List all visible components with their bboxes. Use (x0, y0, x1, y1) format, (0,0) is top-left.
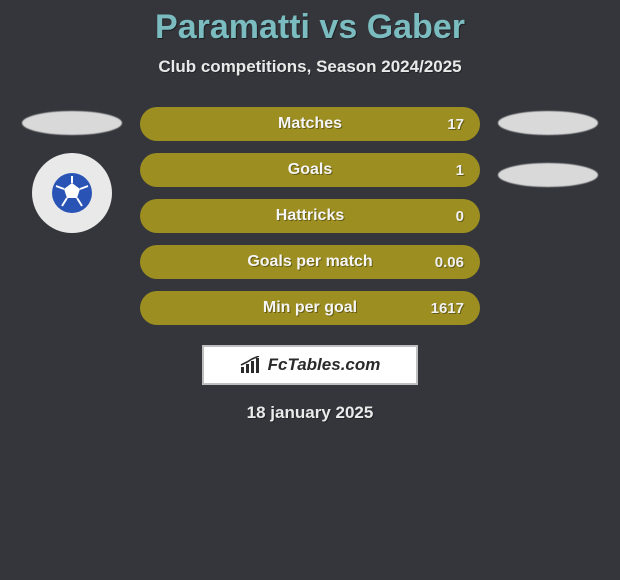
chart-icon (240, 356, 262, 374)
right-team-placeholder-2 (498, 163, 598, 187)
stat-value: 0 (456, 208, 464, 225)
subtitle: Club competitions, Season 2024/2025 (0, 57, 620, 77)
left-side (22, 107, 122, 233)
page-title: Paramatti vs Gaber (0, 8, 620, 47)
stat-label: Matches (278, 115, 342, 133)
stat-value: 0.06 (435, 254, 464, 271)
left-team-placeholder (22, 111, 122, 135)
right-team-placeholder-1 (498, 111, 598, 135)
date-label: 18 january 2025 (0, 403, 620, 423)
stat-bar: Goals per match 0.06 (140, 245, 480, 279)
stat-label: Min per goal (263, 299, 357, 317)
comparison-card: Paramatti vs Gaber Club competitions, Se… (0, 0, 620, 580)
stat-value: 17 (447, 116, 464, 133)
stat-bar: Hattricks 0 (140, 199, 480, 233)
brand-label: FcTables.com (268, 355, 381, 375)
body-row: Matches 17 Goals 1 Hattricks 0 Goals per match… (0, 107, 620, 325)
stats-column: Matches 17 Goals 1 Hattricks 0 Goals per match… (140, 107, 480, 325)
right-side (498, 107, 598, 187)
stat-value: 1 (456, 162, 464, 179)
brand-box[interactable]: FcTables.com (202, 345, 418, 385)
soccer-ball-icon (52, 173, 92, 213)
stat-label: Goals (288, 161, 332, 179)
stat-label: Goals per match (247, 253, 372, 271)
stat-value: 1617 (431, 300, 464, 317)
stat-bar: Goals 1 (140, 153, 480, 187)
stat-bar: Matches 17 (140, 107, 480, 141)
stat-bar: Min per goal 1617 (140, 291, 480, 325)
left-club-badge (32, 153, 112, 233)
stat-label: Hattricks (276, 207, 344, 225)
